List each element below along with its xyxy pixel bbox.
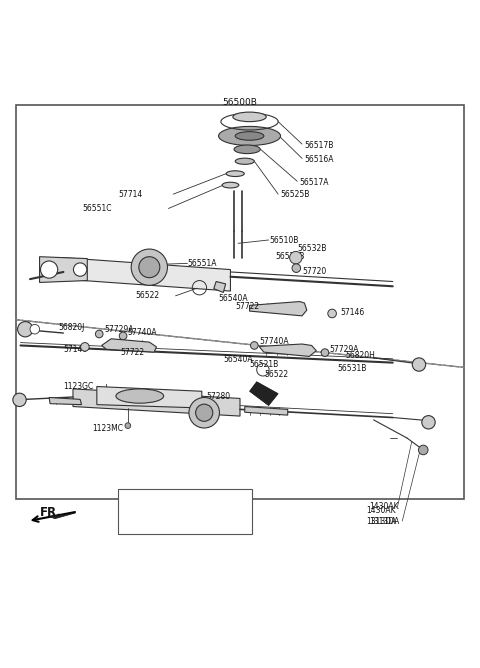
Circle shape xyxy=(131,249,168,285)
Text: 1313DA: 1313DA xyxy=(366,516,396,526)
Circle shape xyxy=(422,415,435,429)
Text: 56820H: 56820H xyxy=(345,351,375,360)
Circle shape xyxy=(328,309,336,318)
Circle shape xyxy=(13,393,26,407)
Circle shape xyxy=(133,510,141,518)
Polygon shape xyxy=(73,389,240,416)
Circle shape xyxy=(292,264,300,273)
Text: 56551A: 56551A xyxy=(188,259,217,269)
Text: 57146: 57146 xyxy=(63,345,88,354)
Text: 1123MC: 1123MC xyxy=(92,424,123,432)
Text: 57722: 57722 xyxy=(120,348,145,357)
Polygon shape xyxy=(49,397,82,405)
Polygon shape xyxy=(39,257,87,283)
Polygon shape xyxy=(102,339,156,352)
Circle shape xyxy=(139,257,160,278)
Text: 56510B: 56510B xyxy=(270,236,299,245)
Text: 56522: 56522 xyxy=(135,291,159,301)
Text: 56551C: 56551C xyxy=(83,204,112,214)
Circle shape xyxy=(321,349,329,357)
FancyBboxPatch shape xyxy=(118,489,252,534)
FancyBboxPatch shape xyxy=(16,105,464,498)
Text: 56517B: 56517B xyxy=(304,140,334,150)
Text: 56522: 56522 xyxy=(264,370,288,379)
Circle shape xyxy=(81,343,89,351)
Text: 56540A: 56540A xyxy=(223,355,253,364)
Text: 57146: 57146 xyxy=(340,308,364,317)
Text: 1430AK: 1430AK xyxy=(369,502,398,511)
Circle shape xyxy=(289,251,302,264)
Text: 56517A: 56517A xyxy=(300,178,329,187)
Text: 57740A: 57740A xyxy=(128,328,157,337)
Text: 56516A: 56516A xyxy=(304,155,334,164)
Ellipse shape xyxy=(234,145,260,154)
Circle shape xyxy=(40,261,58,278)
Circle shape xyxy=(199,510,207,518)
Text: 1129ED: 1129ED xyxy=(187,494,216,504)
Text: 56540A: 56540A xyxy=(218,294,248,303)
Ellipse shape xyxy=(218,126,281,146)
Text: 1430AK: 1430AK xyxy=(366,506,396,515)
Polygon shape xyxy=(250,301,307,316)
Polygon shape xyxy=(49,513,75,518)
Circle shape xyxy=(189,397,219,428)
Text: 1124AE: 1124AE xyxy=(120,494,150,504)
Circle shape xyxy=(419,445,428,455)
Polygon shape xyxy=(245,407,288,415)
Circle shape xyxy=(30,325,39,334)
Text: 56532B: 56532B xyxy=(297,244,327,253)
Text: 1123GC: 1123GC xyxy=(63,382,94,391)
Text: 56820J: 56820J xyxy=(59,323,85,332)
Text: 57714: 57714 xyxy=(118,190,143,199)
Circle shape xyxy=(196,404,213,422)
Text: 57740A: 57740A xyxy=(259,337,288,346)
Circle shape xyxy=(251,341,258,349)
Polygon shape xyxy=(250,381,278,405)
Ellipse shape xyxy=(116,389,164,403)
Text: 57280: 57280 xyxy=(206,393,231,401)
Polygon shape xyxy=(63,258,230,291)
Polygon shape xyxy=(214,281,226,293)
Ellipse shape xyxy=(226,171,244,176)
Circle shape xyxy=(73,263,87,277)
Text: 56521B: 56521B xyxy=(250,360,279,369)
Ellipse shape xyxy=(235,158,254,164)
Circle shape xyxy=(125,423,131,428)
Text: 56531B: 56531B xyxy=(338,364,367,373)
Circle shape xyxy=(119,332,127,340)
Text: 56524B: 56524B xyxy=(276,253,305,261)
Text: 57722: 57722 xyxy=(235,303,259,311)
Text: 57729A: 57729A xyxy=(104,325,133,334)
Text: FR.: FR. xyxy=(39,506,61,520)
Ellipse shape xyxy=(233,112,266,122)
Text: 57729A: 57729A xyxy=(330,345,359,354)
Text: 56500B: 56500B xyxy=(223,98,257,107)
Text: 56525B: 56525B xyxy=(281,190,310,199)
Ellipse shape xyxy=(235,132,264,140)
Polygon shape xyxy=(259,344,316,357)
Text: 1313DA: 1313DA xyxy=(369,516,399,526)
Circle shape xyxy=(18,321,33,337)
Ellipse shape xyxy=(222,182,239,188)
Circle shape xyxy=(96,330,103,338)
Text: 57720: 57720 xyxy=(302,267,326,277)
Polygon shape xyxy=(97,387,202,408)
Circle shape xyxy=(412,358,426,371)
